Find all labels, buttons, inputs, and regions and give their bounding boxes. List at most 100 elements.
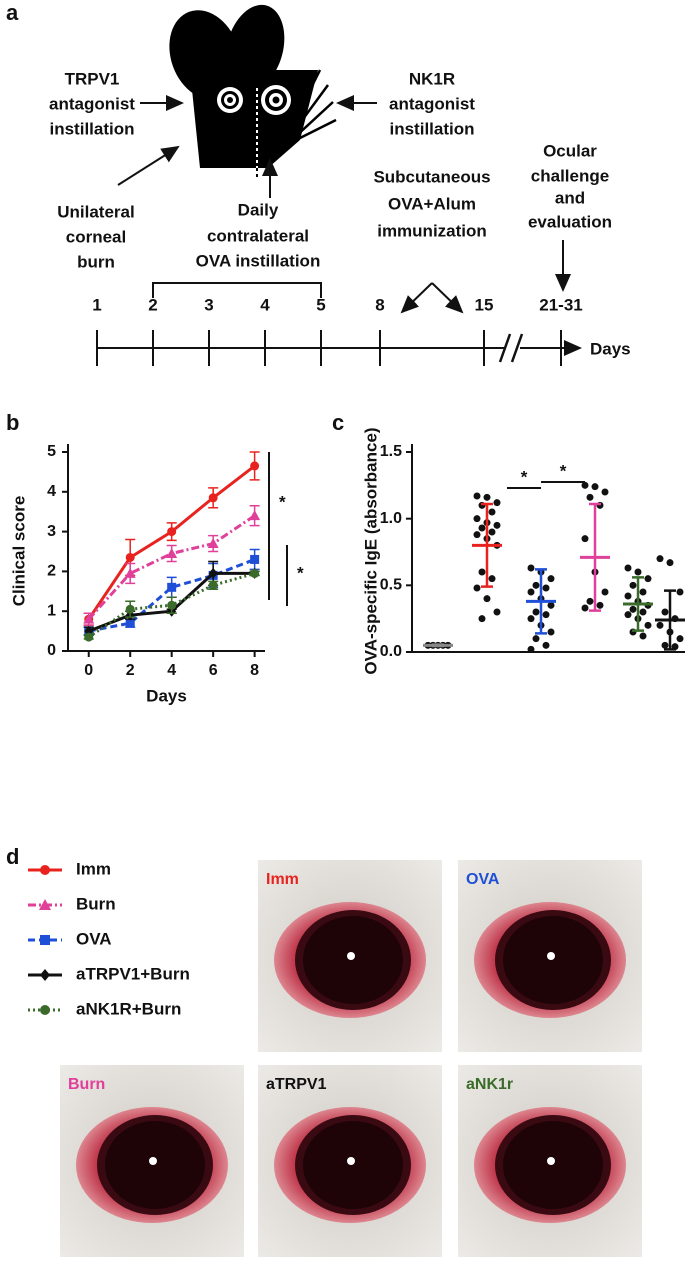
diagram-label: Ocular [543,141,597,160]
point [167,527,177,537]
legend-label: Imm [76,859,111,878]
dot [542,611,550,619]
y-tick-label: 0 [47,642,56,659]
dot [547,628,555,636]
point [40,865,50,875]
diagram-label: evaluation [528,212,612,231]
dot [473,492,481,500]
diagram-label: TRPV1 [65,69,120,88]
day-label: 5 [316,295,325,314]
diagram-label: NK1R [409,69,455,88]
point [124,567,136,578]
diagram-label: Subcutaneous [373,167,490,186]
dot [542,641,550,649]
dot [527,645,535,653]
dot [488,528,496,536]
x-tick-label: 6 [209,662,218,679]
panel-label: d [6,844,19,869]
day-label: 21-31 [539,295,582,314]
point [83,613,95,624]
legend-label: OVA [76,929,112,948]
dot [601,488,609,496]
diagram-label: Daily [238,200,279,219]
panel-label: a [6,0,19,25]
point [39,899,51,910]
x-tick-label: 2 [126,662,135,679]
diagram-label: burn [77,252,115,271]
diagram-arrows [97,95,582,363]
dot [581,481,589,489]
x-tick-label: 0 [84,662,93,679]
day-label: 8 [375,295,384,314]
dot [527,564,535,572]
point [250,461,260,471]
dot [547,575,555,583]
diagram-label: challenge [531,166,609,185]
dot [493,608,501,616]
dot [493,521,501,529]
dot [532,581,540,589]
y-axis-title: OVA-specific IgE (absorbance) [361,427,380,674]
point [208,567,218,579]
photo-label: aTRPV1 [266,1076,327,1093]
dot [547,601,555,609]
dot [624,611,632,619]
day-label: 15 [475,295,494,314]
y-tick-label: 0.5 [380,577,402,594]
panel-label: c [332,410,344,435]
diagram-label: Unilateral [57,202,134,221]
y-tick-label: 5 [47,443,56,460]
timeline-axis-label: Days [590,339,631,358]
dot [527,588,535,596]
dot [586,493,594,501]
photo-label: Imm [266,871,299,888]
diagram-label: and [555,188,585,207]
diagram-label: antagonist [389,94,475,113]
dot [483,493,491,501]
dot [656,555,664,563]
photo-label: aNK1r [466,1076,513,1093]
legend-label: aNK1R+Burn [76,999,181,1018]
significance-mark: * [297,563,304,582]
point [40,935,50,945]
dot [478,615,486,623]
dot [644,621,652,629]
legend-label: Burn [76,894,116,913]
significance-mark: * [521,467,528,486]
dot [639,588,647,596]
dot [676,588,684,596]
dot [639,632,647,640]
point [208,493,218,503]
dot [666,559,674,567]
dot [581,604,589,612]
dot [644,575,652,583]
diagram-label: contralateral [207,226,309,245]
day-label: 2 [148,295,157,314]
dot [473,515,481,523]
day-label: 4 [260,295,270,314]
y-tick-label: 1.0 [380,510,402,527]
point [167,582,177,592]
significance-mark: * [279,492,286,511]
dot [532,635,540,643]
diagram-label: antagonist [49,94,135,113]
dot [624,564,632,572]
day-label: 3 [204,295,213,314]
dot [488,508,496,516]
dot [634,568,642,576]
dot [676,635,684,643]
diagram-label: instillation [50,119,135,138]
point [250,554,260,564]
point [125,618,135,628]
dot [527,615,535,623]
diagram-label: immunization [377,221,487,240]
dot [601,588,609,596]
day-label: 1 [92,295,101,314]
point [208,580,218,590]
point [125,604,135,614]
diagram-label: corneal [66,227,126,246]
dot [661,641,669,649]
diagram-label: OVA instillation [196,251,321,270]
y-tick-label: 3 [47,523,56,540]
dot [629,581,637,589]
